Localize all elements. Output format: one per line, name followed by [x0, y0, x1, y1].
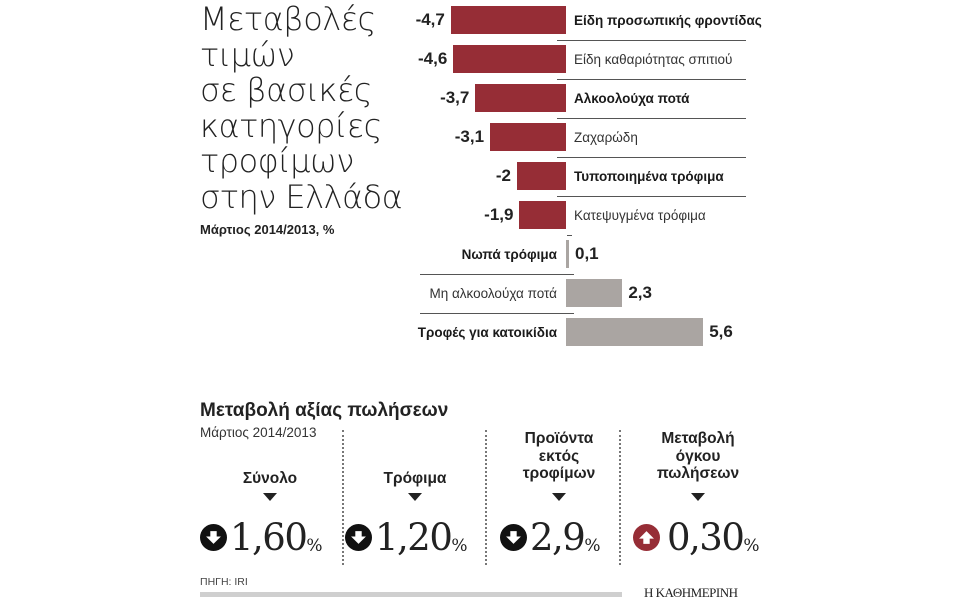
bar	[566, 240, 569, 268]
chart-subtitle: Μάρτιος 2014/2013, %	[200, 222, 335, 237]
kpi-card: Μεταβολή όγκου πωλήσεων 0,30%	[633, 430, 763, 560]
kpi-label-line: πωλήσεων	[656, 465, 740, 482]
kpi-card: Προϊόντα εκτός τροφίμων 2,9%	[500, 430, 618, 560]
chart-title: Μεταβολές τιμών σε βασικές κατηγορίες τρ…	[200, 0, 403, 216]
arrow-down-icon	[345, 524, 372, 551]
bar-category-label: Νωπά τρόφιμα	[461, 247, 557, 262]
bar-category-label: Μη αλκοολούχα ποτά	[429, 286, 557, 301]
divider	[619, 430, 621, 565]
kpi-value: 2,9%	[500, 516, 601, 559]
bar-value-label: -3,1	[454, 127, 485, 146]
row-separator	[420, 313, 574, 314]
bar	[490, 123, 566, 151]
bar-value-label: -2	[495, 166, 511, 185]
kpi-number: 1,60	[230, 516, 308, 559]
arrow-up-icon	[633, 524, 660, 551]
bar-value-label: 5,6	[709, 322, 733, 341]
bar-category-label: Κατεψυγμένα τρόφιμα	[574, 208, 706, 223]
bar-value-label: -1,9	[484, 205, 514, 224]
percent-sign: %	[584, 535, 601, 556]
kpi-value: 1,60%	[200, 516, 323, 559]
bar-value-label: 2,3	[628, 283, 652, 302]
kpi-label-line: Τρόφιμα	[383, 470, 447, 487]
kpi-label-line: Σύνολο	[242, 470, 298, 487]
divider	[342, 430, 344, 565]
row-separator	[557, 196, 746, 197]
kpi-number: 2,9	[530, 516, 586, 559]
kpi-label-line: εκτός	[538, 447, 580, 465]
bar-value-label: -3,7	[440, 88, 470, 107]
source-note: ΠΗΓΗ: IRI	[200, 576, 248, 588]
title-line: Μεταβολές	[200, 0, 376, 38]
row-separator	[557, 157, 746, 158]
title-line: σε βασικές	[200, 71, 373, 109]
kpi-label: Σύνολο	[200, 470, 340, 488]
bar	[566, 318, 704, 346]
bar	[517, 162, 566, 190]
kpi-label: Προϊόντα εκτός τροφίμων	[500, 430, 618, 483]
divider	[485, 430, 487, 565]
kpi-label-line: όγκου	[675, 447, 721, 465]
bar-value-label: -4,6	[418, 49, 448, 68]
bar-category-label: Τυποποιημένα τρόφιμα	[574, 169, 724, 184]
row-separator	[557, 118, 746, 119]
down-triangle-icon	[691, 493, 705, 501]
arrow-down-icon	[200, 524, 227, 551]
bar-category-label: Αλκοολούχα ποτά	[574, 91, 690, 106]
down-triangle-icon	[408, 493, 422, 501]
kpi-card: Τρόφιμα 1,20%	[345, 430, 485, 560]
percent-sign: %	[451, 535, 468, 556]
down-triangle-icon	[263, 493, 277, 501]
kpi-value: 1,20%	[345, 516, 468, 559]
bar-value-label: 0,1	[575, 244, 599, 263]
kpi-number: 1,20	[375, 516, 453, 559]
kpi-number: 0,30	[667, 516, 745, 559]
percent-sign: %	[743, 535, 760, 556]
arrow-down-icon	[500, 524, 527, 551]
bar	[475, 84, 566, 112]
down-triangle-icon	[552, 493, 566, 501]
title-line: τροφίμων	[200, 142, 354, 180]
bar-category-label: Είδη προσωπικής φροντίδας	[574, 13, 762, 28]
bar-category-label: Ζαχαρώδη	[574, 130, 638, 145]
bar	[566, 279, 623, 307]
kpi-label: Μεταβολή όγκου πωλήσεων	[633, 430, 763, 483]
footer-rule	[200, 592, 622, 597]
row-separator	[567, 235, 572, 236]
kpi-label-line: τροφίμων	[522, 465, 596, 482]
kpi-label: Τρόφιμα	[345, 470, 485, 488]
bar-value-label: -4,7	[415, 10, 445, 29]
kpi-label-line: Προϊόντα	[524, 430, 594, 447]
percent-sign: %	[306, 535, 323, 556]
row-separator	[420, 274, 574, 275]
row-separator	[557, 40, 746, 41]
brand-logo: Η ΚΑΘΗΜΕΡΙΝΗ	[644, 585, 738, 600]
row-separator	[557, 79, 746, 80]
kpi-card: Σύνολο 1,60%	[200, 430, 340, 560]
title-line: τιμών	[200, 35, 295, 74]
title-line: στην Ελλάδα	[200, 177, 403, 216]
bar-category-label: Είδη καθαριότητας σπιτιού	[574, 52, 733, 67]
kpi-label-line: Μεταβολή	[661, 430, 735, 447]
title-line: κατηγορίες	[200, 106, 382, 145]
bar	[450, 6, 566, 34]
bar	[453, 45, 566, 73]
sales-section-subtitle: Μάρτιος 2014/2013	[200, 425, 317, 440]
bar-category-label: Τροφές για κατοικίδια	[417, 325, 557, 340]
kpi-value: 0,30%	[633, 516, 760, 559]
sales-section-title: Μεταβολή αξίας πωλήσεων	[200, 400, 449, 421]
bar	[519, 201, 566, 229]
